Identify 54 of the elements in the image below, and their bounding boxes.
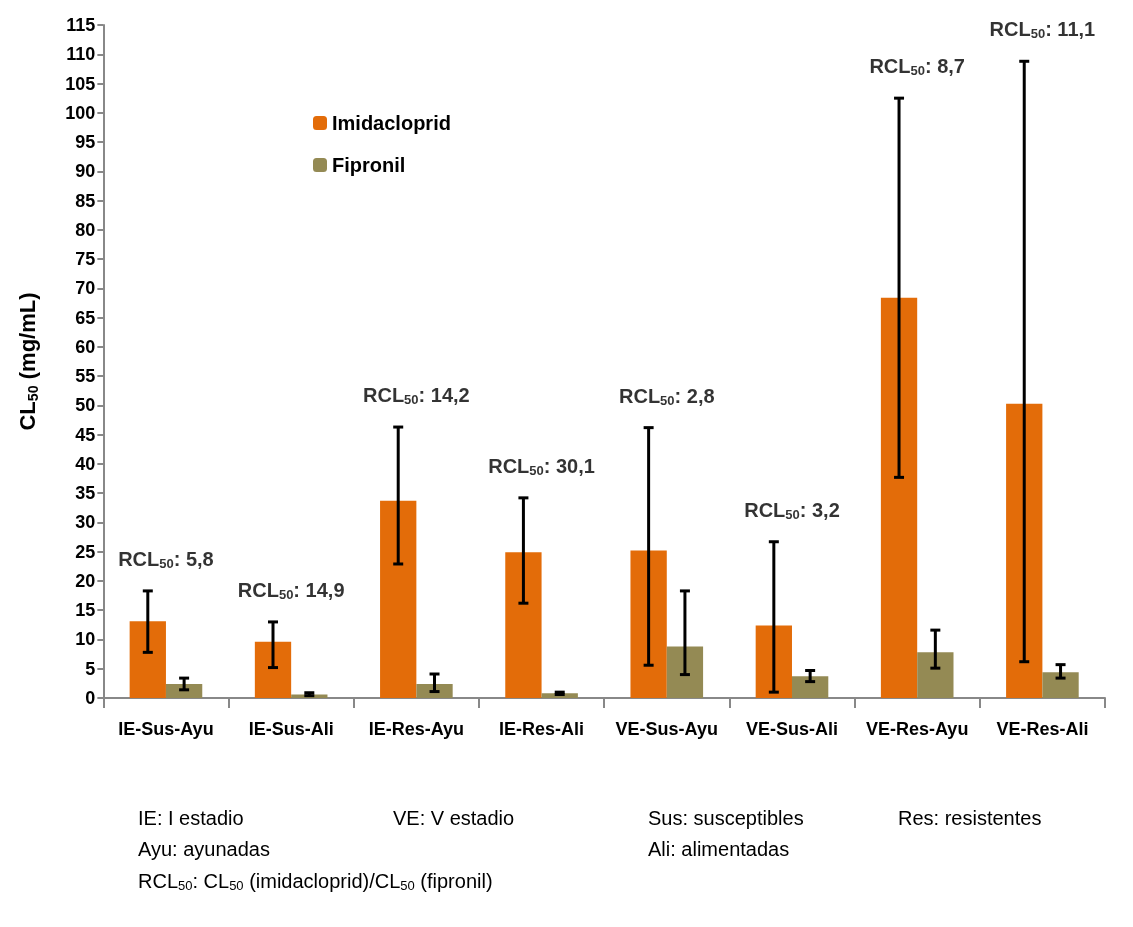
bar xyxy=(129,621,166,698)
y-tick-label: 30 xyxy=(75,512,96,533)
bar xyxy=(380,500,417,698)
text: IE: I estadio xyxy=(138,807,244,829)
bar xyxy=(880,297,918,698)
y-tick-label: 95 xyxy=(75,132,96,153)
bar xyxy=(505,552,542,698)
bar xyxy=(1006,403,1043,698)
text: VE: V estadio xyxy=(393,807,515,829)
y-tick-label: 100 xyxy=(65,102,96,123)
y-tick-label: 20 xyxy=(75,570,96,591)
y-tick-label: 0 xyxy=(85,688,96,708)
y-tick-label: 110 xyxy=(66,44,96,65)
legend-label: Fipronil xyxy=(332,154,406,176)
y-tick-label: 70 xyxy=(75,278,96,299)
y-tick-label: 75 xyxy=(75,249,96,270)
y-tick-label: 60 xyxy=(75,336,96,357)
y-tick-label: 35 xyxy=(75,483,96,504)
x-tick-label: IE-Res-Ali xyxy=(499,719,585,739)
bar xyxy=(630,550,667,698)
y-tick-label: 40 xyxy=(75,453,96,474)
text: Sus: susceptibles xyxy=(648,807,804,829)
y-tick-label: 25 xyxy=(75,541,96,562)
bar xyxy=(791,676,829,698)
y-tick-label: 15 xyxy=(75,600,96,621)
x-tick-label: IE-Res-Ayu xyxy=(368,719,465,739)
x-tick-label: VE-Res-Ali xyxy=(996,719,1089,739)
y-tick-label: 5 xyxy=(85,658,96,679)
text: Res: resistentes xyxy=(898,807,1042,829)
y-tick-label: 50 xyxy=(75,395,96,416)
y-axis-title: CL50 (mg/mL) xyxy=(15,292,41,431)
bar xyxy=(755,625,792,698)
y-tick-label: 85 xyxy=(75,190,96,211)
y-tick-label: 80 xyxy=(75,219,96,240)
legend-label: Imidacloprid xyxy=(332,112,451,134)
y-tick-label: 10 xyxy=(75,629,96,650)
x-tick-label: VE-Res-Ayu xyxy=(866,719,969,739)
bar xyxy=(165,683,203,698)
bar xyxy=(1042,672,1079,698)
x-tick-label: IE-Sus-Ayu xyxy=(118,719,214,739)
x-tick-label: VE-Sus-Ali xyxy=(745,719,838,739)
y-tick-label: 105 xyxy=(65,73,96,94)
y-tick-label: 65 xyxy=(75,307,96,328)
bar xyxy=(254,641,292,698)
text: Ali: alimentadas xyxy=(648,838,790,860)
x-tick-label: IE-Sus-Ali xyxy=(248,719,334,739)
text: Ayu: ayunadas xyxy=(138,838,270,860)
y-tick-label: 115 xyxy=(66,15,96,35)
bar xyxy=(917,652,954,698)
y-tick-label: 90 xyxy=(75,161,96,182)
x-tick-label: VE-Sus-Ayu xyxy=(615,719,718,739)
y-tick-label: 45 xyxy=(75,424,96,445)
y-tick-label: 55 xyxy=(75,366,96,387)
bar xyxy=(666,646,704,698)
